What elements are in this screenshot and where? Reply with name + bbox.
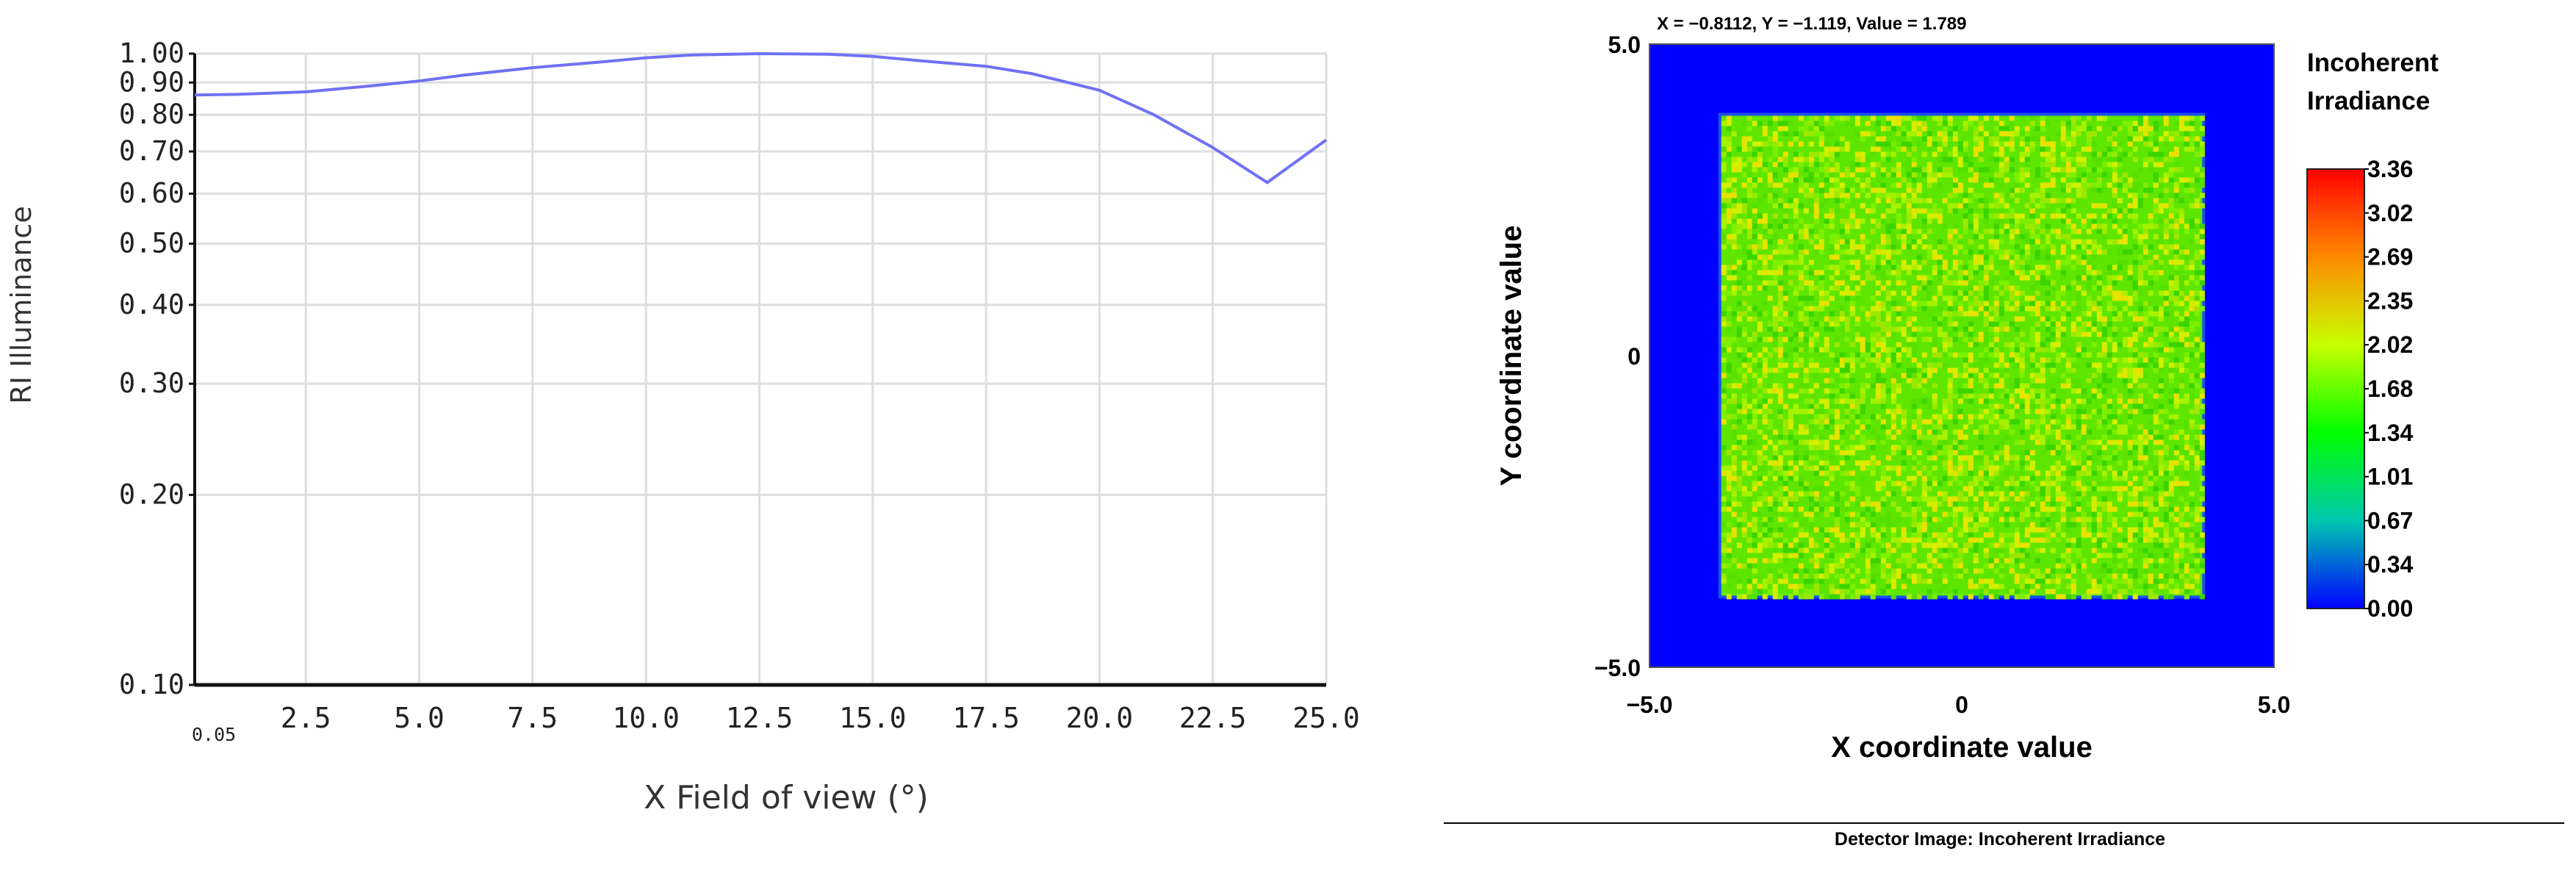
heatmap-frame	[1649, 43, 2275, 668]
colorbar-tick-label: 3.36	[2367, 156, 2413, 182]
colorbar-gradient	[2306, 168, 2365, 609]
x-tick-label: 25.0	[1292, 702, 1360, 734]
x-tick-label: 7.5	[508, 702, 558, 734]
right-y-ticks: 5.0 0 −5.0	[1594, 32, 1641, 681]
left-gridlines	[193, 52, 1328, 686]
x-tick-label: 5.0	[394, 702, 445, 734]
y-tick-label: 0.50	[119, 228, 184, 259]
irradiance-speckle	[1721, 115, 2205, 600]
x-tick-label: 2.5	[281, 702, 331, 734]
x-tick-label: 20.0	[1066, 702, 1134, 734]
y-tick-label: 0.40	[119, 289, 184, 320]
colorbar: 3.36 3.02 2.69 2.35 2.02 1.68 1.34 1.01 0.67 0.34…	[2306, 156, 2413, 622]
colorbar-title: Incoherent Irradiance	[2307, 49, 2439, 115]
y-tick-label: 0	[1627, 343, 1641, 370]
y-tick-label: 0.10	[119, 669, 184, 700]
ri-illuminance-chart: 0.05 2.5 5.0 7.5 10.0 12.5 15.0 17.5 20.0 22.5 25.…	[0, 0, 1378, 876]
colorbar-tick-label: 0.34	[2367, 551, 2413, 578]
left-axes	[193, 54, 1326, 687]
y-coordinate-label: Y coordinate value	[1495, 226, 1528, 487]
colorbar-tick-label: 0.00	[2367, 595, 2413, 622]
x-axis-label: X Field of view (°)	[644, 779, 929, 816]
y-tick-label: 0.20	[119, 478, 184, 510]
colorbar-tick-label: 1.68	[2367, 376, 2413, 402]
x-tick-label: 17.5	[952, 702, 1020, 734]
x-tick-label: 12.5	[726, 702, 794, 734]
y-tick-label: 5.0	[1608, 32, 1641, 58]
colorbar-tick-label: 2.69	[2367, 244, 2413, 270]
irradiance-heatmap	[1649, 43, 2275, 668]
x-coordinate-label: X coordinate value	[1831, 731, 2093, 764]
x-tick-label: 5.0	[2258, 692, 2290, 718]
x-tick-label: 0	[1955, 692, 1968, 718]
right-x-ticks: −5.0 0 5.0	[1626, 692, 2290, 718]
colorbar-tick-label: 3.02	[2367, 200, 2413, 226]
colorbar-tick-label: 1.34	[2367, 420, 2413, 446]
y-tick-label: 1.00	[119, 37, 184, 69]
left-panel-background	[0, 0, 1378, 876]
x-tick-label: 10.0	[612, 702, 680, 734]
x-tick-label: 22.5	[1179, 702, 1247, 734]
irradiance-speckle	[1721, 115, 2205, 600]
detector-image-panel: X = −0.8112, Y = −1.119, Value = 1.789 −…	[1444, 14, 2564, 850]
colorbar-tick-label: 2.02	[2367, 331, 2413, 358]
left-y-ticks: 1.000.900.80 0.70 0.60 0.50 0.40 0.30 0.20 0.10	[119, 37, 195, 700]
left-x-ticks: 0.05 2.5 5.0 7.5 10.0 12.5 15.0 17.5 20.0 22.5 25.…	[192, 702, 1360, 745]
y-tick-label: 0.60	[119, 178, 184, 209]
y-tick-label: 0.30	[119, 367, 184, 399]
y-tick-label: 0.70	[119, 135, 184, 167]
x-axis-label-box	[621, 764, 985, 835]
colorbar-tick-label: 0.67	[2367, 507, 2413, 534]
colorbar-tick-label: 2.35	[2367, 287, 2413, 314]
y-axis-label: RI Illuminance	[5, 206, 37, 403]
y-tick-label: 0.80	[119, 98, 184, 130]
x-tick-label: 0.05	[192, 724, 236, 745]
colorbar-title-line: Incoherent	[2307, 49, 2439, 77]
cursor-readout: X = −0.8112, Y = −1.119, Value = 1.789	[1657, 14, 1967, 34]
y-tick-label: 0.90	[119, 66, 184, 98]
colorbar-tick-label: 1.01	[2367, 464, 2413, 490]
x-tick-label: 15.0	[839, 702, 907, 734]
footer-caption: Detector Image: Incoherent Irradiance	[1835, 829, 2165, 850]
colorbar-title-line: Irradiance	[2307, 87, 2430, 115]
ri-illuminance-line	[194, 51, 1328, 184]
y-tick-label: −5.0	[1594, 655, 1641, 681]
x-tick-label: −5.0	[1626, 692, 1672, 718]
